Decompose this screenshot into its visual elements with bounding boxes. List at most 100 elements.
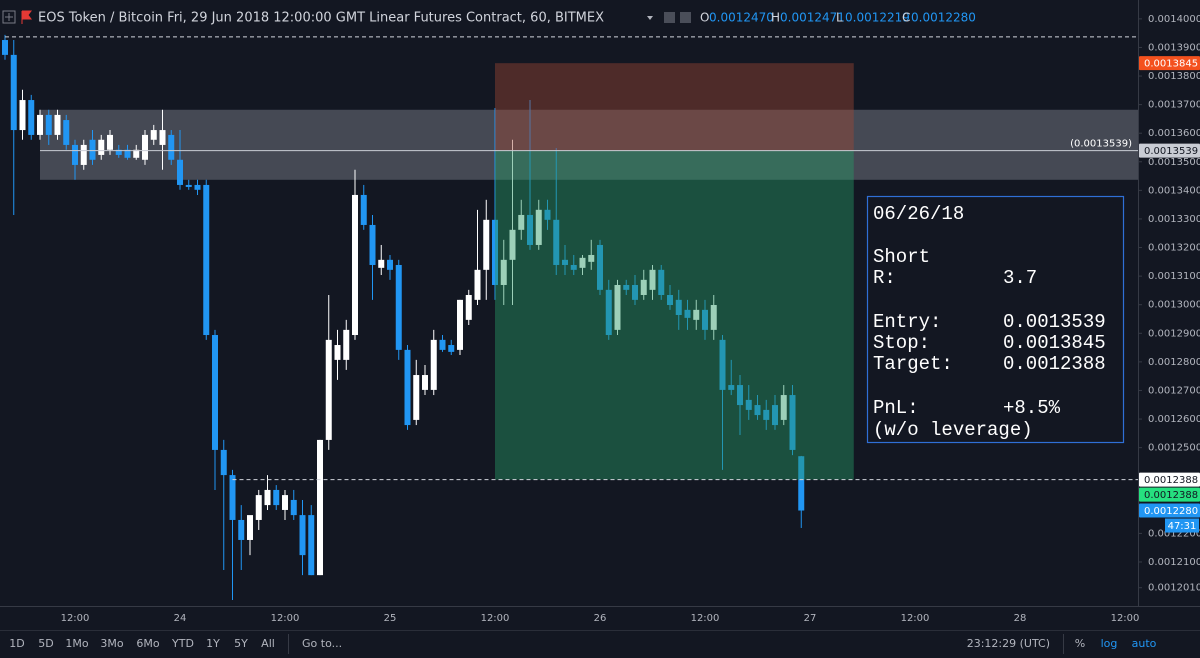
range-button[interactable]: 5Y: [234, 637, 248, 650]
price-tag-label: 0.0012280: [1144, 506, 1198, 517]
y-tick-label: 0.0013000: [1148, 300, 1200, 311]
candle-body: [780, 395, 787, 420]
candle-body: [325, 339, 332, 440]
candle-body: [334, 345, 341, 360]
y-tick-label: 0.0013100: [1148, 271, 1200, 282]
range-button[interactable]: 1Mo: [65, 637, 88, 650]
candle-body: [185, 184, 192, 187]
percent-toggle[interactable]: %: [1075, 637, 1085, 650]
candle-body: [457, 299, 463, 350]
candle-body: [273, 489, 280, 506]
hide-icon[interactable]: [680, 12, 691, 23]
ohlc-label: O: [700, 11, 709, 25]
candle-body: [623, 284, 630, 290]
y-tick-label: 0.0012200: [1148, 528, 1200, 539]
candle-body: [430, 339, 437, 390]
price-tag: [1139, 503, 1200, 518]
x-tick-label: 12:00: [271, 613, 300, 624]
candle-body: [422, 375, 428, 390]
dropdown-arrow[interactable]: [647, 16, 653, 20]
candle-body: [605, 289, 612, 336]
candle-body: [168, 134, 175, 160]
range-button[interactable]: 5D: [38, 637, 53, 650]
x-tick-label: 12:00: [1111, 613, 1140, 624]
candle-body: [142, 134, 148, 160]
y-tick-label: 0.0014000: [1148, 14, 1200, 25]
candle-body: [527, 214, 533, 245]
symbol-title[interactable]: EOS Token / Bitcoin Fri, 29 Jun 2018 12:…: [38, 11, 604, 26]
ohlc-value: 0.0012471: [780, 11, 845, 25]
range-button[interactable]: 3Mo: [100, 637, 123, 650]
y-tick-label: 0.0013400: [1148, 185, 1200, 196]
candle-body: [754, 405, 761, 416]
candle-body: [588, 254, 595, 262]
y-tick-label: 0.0012500: [1148, 443, 1200, 454]
candle-body: [238, 519, 245, 540]
candle-body: [115, 149, 122, 155]
candle-body: [63, 120, 70, 145]
candle-body: [597, 244, 603, 290]
candle-body: [632, 284, 638, 300]
candle-body: [544, 209, 551, 220]
x-tick-label: 25: [384, 613, 397, 624]
x-tick-label: 12:00: [691, 613, 720, 624]
candle-body: [72, 144, 78, 165]
x-tick-label: 12:00: [481, 613, 510, 624]
candle-body: [474, 269, 481, 300]
utc-clock[interactable]: 23:12:29 (UTC): [967, 637, 1050, 650]
goto-button[interactable]: Go to...: [302, 637, 342, 650]
candle-body: [282, 495, 288, 510]
y-tick-label: 0.0012600: [1148, 414, 1200, 425]
price-tag-label: 0.0012388: [1144, 475, 1198, 486]
candle-body: [2, 40, 8, 55]
y-tick-label: 0.0013500: [1148, 157, 1200, 168]
candle-body: [658, 269, 665, 295]
candle-body: [413, 375, 420, 420]
candle-body: [509, 229, 516, 260]
candle-body: [579, 257, 586, 268]
entry-line-label: (0.0013539): [1070, 139, 1132, 150]
candle-body: [702, 309, 708, 330]
range-button[interactable]: 1D: [9, 637, 24, 650]
add-symbol-icon[interactable]: [2, 10, 16, 24]
ohlc-value: 0.0012470: [709, 11, 774, 25]
candle-body: [264, 489, 271, 506]
exchange-flag-icon: [21, 10, 32, 24]
note-target-label: Target:: [873, 353, 953, 375]
x-tick-label: 12:00: [901, 613, 930, 624]
settings-icon[interactable]: [664, 12, 675, 23]
candle-body: [28, 100, 35, 135]
range-button[interactable]: All: [261, 637, 275, 650]
ohlc-label: H: [771, 11, 780, 25]
range-button[interactable]: 6Mo: [136, 637, 159, 650]
countdown-label: 47:31: [1168, 521, 1197, 532]
candle-body: [798, 456, 805, 511]
candle-body: [667, 294, 673, 306]
y-tick-label: 0.0012700: [1148, 385, 1200, 396]
range-buttons: 1D 5D 1Mo 3Mo 6Mo YTD 1Y 5Y All: [9, 637, 275, 650]
axes: 0.0014000 0.0013900 0.0013800 0.0013700 0.00…: [61, 14, 1200, 624]
candle-body: [640, 279, 647, 295]
log-toggle[interactable]: log: [1101, 637, 1118, 650]
range-button[interactable]: YTD: [171, 637, 194, 650]
candle-body: [492, 219, 498, 285]
candle-body: [369, 224, 376, 265]
target-zone: [495, 150, 854, 480]
candle-body: [133, 149, 140, 158]
candle-body: [465, 294, 472, 320]
auto-toggle[interactable]: auto: [1132, 637, 1157, 650]
note-r-value: 3.7: [1003, 267, 1037, 289]
price-tag-label: 0.0013845: [1144, 59, 1198, 70]
x-tick-label: 26: [594, 613, 607, 624]
candle-body: [737, 385, 743, 406]
candle-body: [107, 134, 113, 150]
add-symbol-plus: [5, 13, 13, 21]
candle-body: [159, 130, 166, 145]
candle-body: [98, 139, 105, 155]
note-leverage: (w/o leverage): [873, 419, 1033, 441]
candle-body: [570, 264, 577, 270]
range-button[interactable]: 1Y: [206, 637, 220, 650]
y-tick-label: 0.0013200: [1148, 243, 1200, 254]
candle-body: [745, 399, 752, 410]
price-tag-label: 0.0013539: [1144, 146, 1198, 157]
